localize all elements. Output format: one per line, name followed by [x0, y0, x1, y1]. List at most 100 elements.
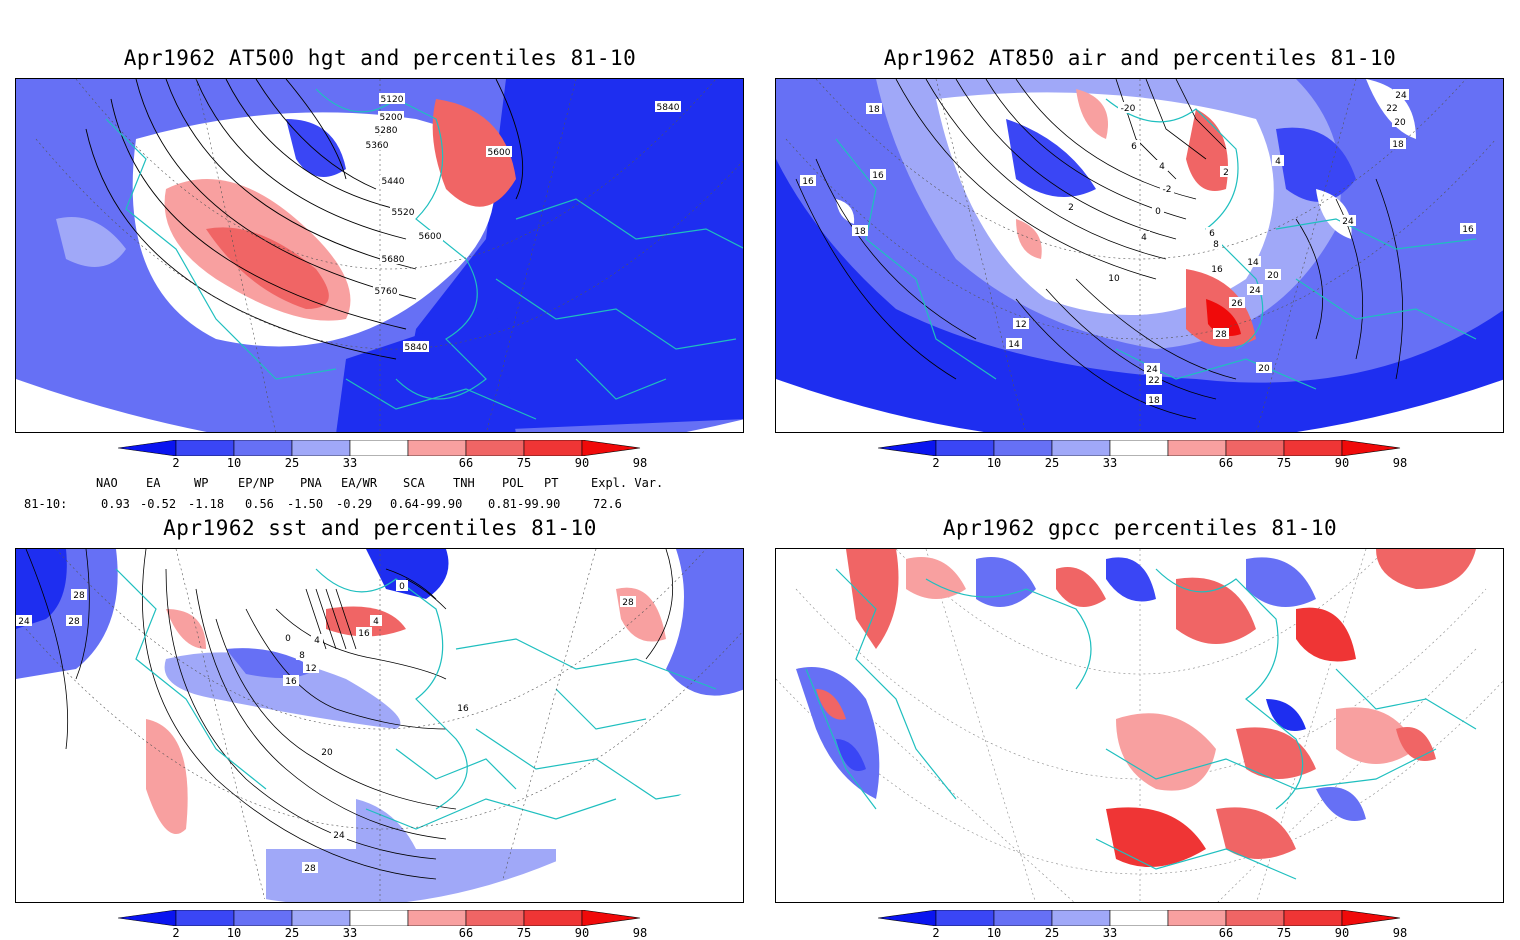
map-panel-gpcc: [775, 548, 1504, 903]
contour-label: 22: [1384, 102, 1400, 114]
svg-text:18: 18: [1148, 396, 1160, 406]
colorbar-swatch: [407, 439, 467, 457]
tele-value: -99.90: [517, 497, 561, 511]
colorbar-swatch: [407, 909, 467, 927]
svg-text:28: 28: [622, 598, 634, 608]
tele-header: TNH: [453, 476, 475, 490]
colorbar-label: 2: [932, 926, 940, 940]
colorbar-swatch: [1283, 909, 1343, 927]
svg-text:24: 24: [1342, 217, 1354, 227]
contour-label: 26: [1229, 297, 1245, 309]
colorbar-swatch: [1109, 439, 1169, 457]
colorbar-label: 98: [632, 456, 648, 470]
colorbar-label: 90: [1334, 926, 1350, 940]
contour-label: 8: [296, 649, 308, 661]
colorbar-arrow-high: [581, 439, 641, 457]
svg-text:20: 20: [1267, 271, 1279, 281]
contour-label: 4: [1272, 155, 1284, 167]
svg-text:24: 24: [1395, 91, 1407, 101]
tele-header: POL: [502, 476, 524, 490]
contour-label: 5520: [390, 206, 416, 218]
colorbar-label: 90: [574, 456, 590, 470]
tele-header: NAO: [96, 476, 118, 490]
svg-text:24: 24: [1146, 365, 1158, 375]
svg-text:16: 16: [872, 171, 884, 181]
contour-label: 2: [1065, 201, 1077, 213]
colorbar-swatches: [877, 909, 1401, 927]
svg-text:6: 6: [1209, 229, 1215, 239]
contour-label: 24: [331, 829, 347, 841]
svg-text:5600: 5600: [488, 148, 511, 158]
contour-label: 5840: [655, 101, 681, 113]
tele-header: EP/NP: [238, 476, 275, 490]
colorbar-swatches: [877, 439, 1401, 457]
panel-title-sst: Apr1962 sst and percentiles 81-10: [163, 516, 597, 540]
svg-text:5600: 5600: [419, 232, 442, 242]
colorbar-swatch: [1051, 439, 1111, 457]
tele-header: EA: [146, 476, 161, 490]
colorbar-swatches: [117, 439, 641, 457]
colorbar-label: 66: [1218, 456, 1234, 470]
panel-title-gpcc: Apr1962 gpcc percentiles 81-10: [942, 516, 1338, 540]
colorbar-air850: 2 10 25 33 66 75 90 98: [877, 439, 1407, 470]
svg-text:2: 2: [1068, 203, 1074, 213]
colorbar-arrow-low: [117, 909, 177, 927]
colorbar-swatch: [1283, 439, 1343, 457]
map-panel-hgt500: 5120 5200 5280 5360 5440 5520 5600 5600 …: [15, 78, 744, 433]
svg-text:26: 26: [1231, 299, 1243, 309]
svg-text:4: 4: [1275, 157, 1281, 167]
tele-row-label: 81-10:: [24, 497, 68, 511]
colorbar-label: 75: [1276, 926, 1292, 940]
contour-label: 28: [302, 862, 318, 874]
contour-label: 28: [71, 589, 87, 601]
svg-text:5760: 5760: [375, 287, 398, 297]
tele-value: 0.56: [245, 497, 274, 511]
svg-text:5520: 5520: [392, 208, 415, 218]
colorbar-swatch: [935, 439, 995, 457]
contour-label: 24: [16, 615, 32, 627]
contour-label: 24: [1247, 284, 1263, 296]
contour-label: 12: [1013, 318, 1029, 330]
map-panel-sst: 28 28 24 0 4 8 12 16 16 20 24 28 0 4 28 …: [15, 548, 744, 903]
svg-text:16: 16: [1211, 265, 1223, 275]
colorbar-label: 25: [284, 456, 300, 470]
colorbar-hgt500: 2 10 25 33 66 75 90 98: [117, 439, 647, 470]
colorbar-label: 2: [172, 926, 180, 940]
colorbar-label: 2: [932, 456, 940, 470]
svg-text:5120: 5120: [381, 95, 404, 105]
tele-value: 72.6: [593, 497, 622, 511]
svg-text:4: 4: [1159, 162, 1165, 172]
colorbar-swatch: [465, 909, 525, 927]
svg-text:4: 4: [1141, 233, 1147, 243]
svg-text:12: 12: [1015, 320, 1026, 330]
colorbar-arrow-low: [877, 439, 937, 457]
svg-text:24: 24: [1249, 286, 1261, 296]
svg-text:6: 6: [1131, 142, 1137, 152]
colorbar-swatch: [291, 439, 351, 457]
contour-label: 18: [1146, 394, 1162, 406]
colorbar-label: 98: [1392, 456, 1408, 470]
colorbar-swatch: [291, 909, 351, 927]
svg-text:20: 20: [1258, 364, 1270, 374]
colorbar-label: 66: [1218, 926, 1234, 940]
contour-label: 16: [1460, 223, 1476, 235]
svg-text:28: 28: [304, 864, 316, 874]
svg-text:0: 0: [1155, 207, 1161, 217]
contour-label: 8: [1210, 238, 1222, 250]
svg-text:5840: 5840: [657, 103, 680, 113]
colorbar-swatch: [233, 909, 293, 927]
contour-label: 4: [370, 615, 382, 627]
colorbar-label: 33: [1102, 456, 1118, 470]
contour-label: 22: [1146, 374, 1162, 386]
contour-label: 5840: [403, 341, 429, 353]
svg-text:5440: 5440: [382, 177, 405, 187]
map-sst: 28 28 24 0 4 8 12 16 16 20 24 28 0 4 28 …: [16, 549, 743, 902]
colorbar-label: 25: [1044, 926, 1060, 940]
tele-header: Expl. Var.: [591, 476, 664, 490]
colorbar-swatch: [1167, 439, 1227, 457]
tele-value: -0.52: [140, 497, 177, 511]
contour-label: 5120: [379, 93, 405, 105]
colorbar-swatch: [349, 909, 409, 927]
contour-label: 28: [620, 596, 636, 608]
svg-text:4: 4: [314, 636, 320, 646]
